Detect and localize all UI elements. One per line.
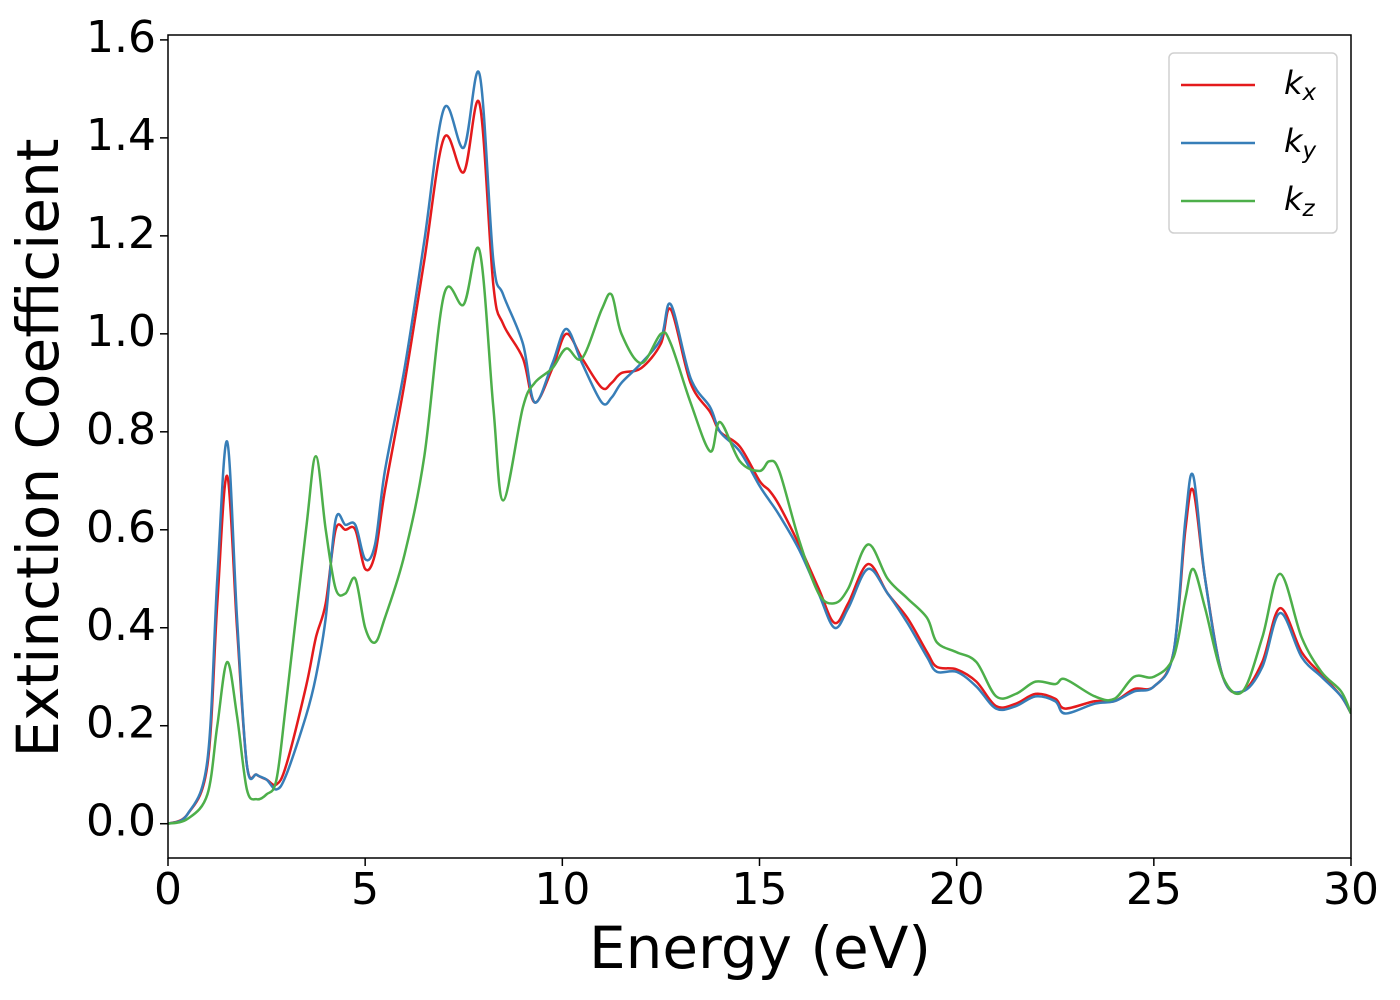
plot-frame <box>167 34 1352 859</box>
y-tick-label: 0.4 <box>86 600 156 651</box>
line-series <box>168 246 1351 825</box>
y-tick-label: 0.0 <box>86 796 156 847</box>
x-tick-label: 30 <box>1323 864 1379 915</box>
x-tick-label: 0 <box>154 864 182 915</box>
y-tick-label: 1.4 <box>86 110 156 161</box>
legend-label: kx <box>1284 64 1317 106</box>
x-axis-label: Energy (eV) <box>589 914 931 982</box>
y-tick-label: 0.2 <box>86 698 156 749</box>
line-series <box>168 70 1351 825</box>
y-tick-label: 1.2 <box>86 208 156 259</box>
legend-label: kz <box>1284 180 1316 222</box>
y-axis-label: Extinction Coefficient <box>4 139 72 758</box>
y-tick-label: 0.6 <box>86 502 156 553</box>
y-tick-label: 1.0 <box>86 306 156 357</box>
x-tick-label: 20 <box>929 864 985 915</box>
x-tick-label: 15 <box>732 864 788 915</box>
x-tick-label: 10 <box>534 864 590 915</box>
x-tick-label: 5 <box>351 864 379 915</box>
legend-label: ky <box>1284 122 1317 164</box>
x-tick-label: 25 <box>1126 864 1182 915</box>
y-tick-label: 1.6 <box>86 12 156 63</box>
y-tick-label: 0.8 <box>86 404 156 455</box>
